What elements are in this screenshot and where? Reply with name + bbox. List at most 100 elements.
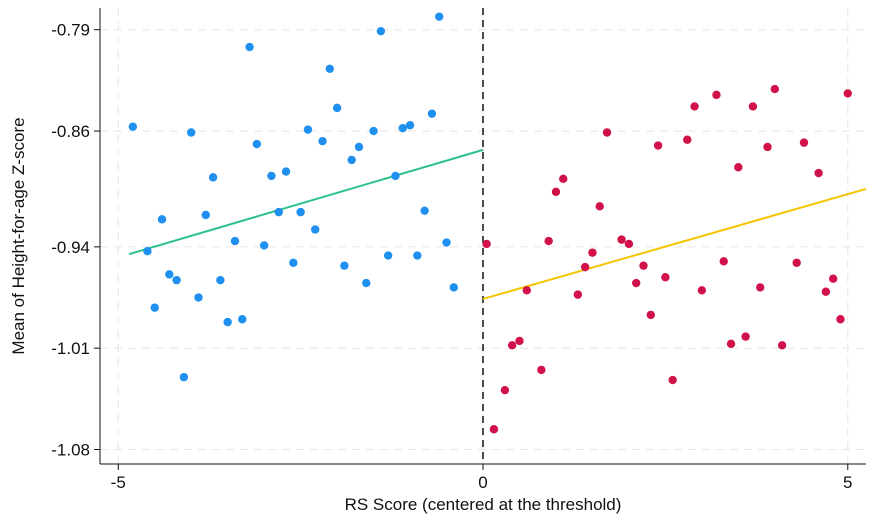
- data-point: [369, 126, 378, 136]
- data-point: [544, 236, 553, 246]
- data-point: [420, 206, 429, 215]
- x-axis-ticks: -5 0 5: [111, 464, 852, 492]
- data-point: [332, 103, 342, 113]
- y-tick-label: -1.01: [51, 339, 90, 358]
- data-point: [179, 372, 189, 382]
- data-point: [537, 365, 546, 375]
- data-point: [668, 375, 677, 385]
- x-axis-title: RS Score (centered at the threshold): [345, 495, 622, 514]
- data-point: [661, 273, 670, 282]
- data-point: [741, 332, 750, 341]
- y-tick-label: -1.08: [51, 441, 90, 460]
- data-point: [230, 236, 240, 246]
- data-point: [347, 155, 356, 165]
- data-point: [223, 317, 232, 327]
- data-point: [383, 251, 393, 260]
- data-point: [551, 187, 561, 197]
- data-point: [843, 89, 852, 98]
- data-point: [580, 262, 590, 272]
- data-point: [150, 303, 159, 312]
- x-tick-label: 5: [843, 473, 852, 492]
- data-point: [435, 12, 444, 21]
- data-point: [427, 109, 437, 118]
- data-point: [303, 125, 313, 134]
- data-point: [573, 290, 583, 299]
- data-point: [595, 202, 604, 211]
- data-point: [522, 286, 531, 295]
- data-point: [632, 278, 641, 288]
- data-point: [763, 142, 772, 152]
- data-point: [194, 293, 203, 302]
- data-point: [588, 248, 597, 257]
- data-point: [799, 138, 809, 147]
- data-point: [172, 275, 181, 285]
- data-point: [697, 286, 707, 295]
- data-point: [398, 123, 407, 133]
- data-point: [376, 26, 386, 36]
- data-point: [777, 341, 787, 350]
- fit-lines: [128, 148, 867, 300]
- data-point: [489, 425, 499, 434]
- data-point: [836, 315, 845, 324]
- data-point: [507, 341, 517, 350]
- data-point: [792, 258, 801, 267]
- data-point: [186, 128, 196, 137]
- data-point: [683, 135, 692, 144]
- data-point: [515, 336, 524, 346]
- y-tick-label: -0.79: [51, 21, 90, 40]
- data-point: [748, 102, 758, 111]
- data-point: [289, 258, 298, 267]
- data-point: [719, 257, 728, 266]
- data-point: [252, 139, 262, 149]
- data-point: [559, 174, 568, 184]
- data-point: [325, 64, 334, 74]
- data-point: [208, 173, 218, 182]
- data-point: [624, 239, 634, 249]
- data-point: [653, 141, 663, 150]
- y-tick-label: -0.86: [51, 122, 90, 141]
- data-point: [690, 102, 699, 111]
- data-point: [405, 121, 415, 130]
- data-point: [362, 278, 371, 288]
- data-point: [726, 339, 736, 349]
- x-tick-label: 0: [478, 473, 487, 492]
- data-point: [340, 261, 349, 270]
- data-point: [756, 283, 765, 292]
- data-point: [828, 274, 838, 283]
- data-point: [449, 283, 459, 292]
- data-point: [734, 163, 743, 172]
- data-point: [500, 385, 510, 395]
- data-point: [354, 142, 364, 152]
- data-point: [281, 167, 291, 176]
- data-point: [201, 210, 210, 220]
- data-point: [311, 225, 320, 234]
- data-point: [216, 275, 225, 285]
- data-point: [238, 315, 247, 324]
- data-point: [821, 287, 831, 296]
- data-point: [602, 128, 612, 137]
- data-point: [712, 90, 721, 100]
- y-axis-ticks: -0.79 -0.86 -0.94 -1.01 -1.08: [51, 21, 100, 460]
- y-tick-label: -0.94: [51, 238, 90, 257]
- data-point: [259, 241, 269, 250]
- data-points: [128, 12, 852, 434]
- data-point: [814, 168, 823, 178]
- data-point: [128, 122, 138, 131]
- data-point: [482, 239, 491, 249]
- x-tick-label: -5: [111, 473, 126, 492]
- data-point: [165, 270, 174, 279]
- data-point: [274, 207, 283, 217]
- data-point: [646, 310, 655, 320]
- fit-line: [482, 187, 867, 300]
- data-point: [639, 261, 648, 270]
- data-point: [318, 136, 327, 146]
- y-axis-title: Mean of Height-for-age Z-score: [9, 117, 28, 354]
- data-point: [617, 235, 626, 244]
- data-point: [391, 171, 400, 181]
- data-point: [442, 238, 451, 247]
- data-point: [157, 215, 167, 224]
- data-point: [245, 42, 254, 52]
- data-point: [770, 84, 780, 94]
- fit-line: [128, 148, 484, 256]
